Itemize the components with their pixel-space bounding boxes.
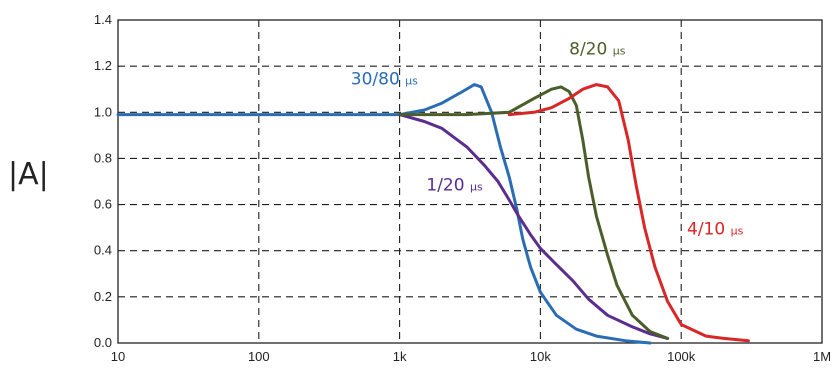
series-label-4-10: 4/10 μs	[687, 220, 744, 240]
grid	[118, 20, 822, 343]
y-tick-label: 0.0	[94, 335, 112, 350]
series-label-unit: μs	[470, 181, 483, 194]
y-tick-label: 1.0	[94, 104, 112, 119]
series-line-8-20	[398, 85, 670, 340]
series-line-30-80	[116, 83, 652, 345]
series-label-unit: μs	[731, 225, 744, 238]
x-tick-label: 10	[111, 349, 125, 364]
series-label-30-80: 30/80 μs	[351, 70, 418, 90]
plot-frame	[117, 19, 823, 344]
y-tick-label: 0.2	[94, 289, 112, 304]
y-tick-label: 1.4	[94, 12, 112, 27]
series-label-1-20: 1/20 μs	[426, 176, 483, 196]
y-tick-label: 0.8	[94, 150, 112, 165]
series-label-unit: μs	[405, 75, 418, 88]
series-label-text: 1/20	[426, 176, 470, 196]
series-line-1-20	[398, 113, 670, 340]
y-tick-label: 1.2	[94, 58, 112, 73]
series-label-unit: μs	[613, 45, 626, 58]
tick-labels: 10 100 1k 10k 100k 1M 0.0 0.2 0.4 0.6 0.8 1.0 1.2 1.4	[94, 12, 831, 364]
series-label-8-20: 8/20 μs	[569, 40, 626, 60]
series-annotations: 30/80 μs8/20 μs1/20 μs4/10 μs	[351, 40, 744, 240]
y-tick-label: 0.4	[94, 243, 112, 258]
x-tick-label: 100	[248, 349, 270, 364]
series-label-text: 30/80	[351, 70, 405, 90]
y-axis-label: |A|	[8, 157, 49, 192]
series-label-text: 8/20	[569, 40, 613, 60]
series-label-text: 4/10	[687, 220, 731, 240]
y-tick-label: 0.6	[94, 197, 112, 212]
series-group	[116, 83, 750, 345]
x-tick-label: 1M	[813, 349, 831, 364]
x-tick-label: 100k	[667, 349, 696, 364]
series-line-4-10	[507, 83, 750, 343]
x-tick-label: 1k	[393, 349, 407, 364]
x-tick-label: 10k	[530, 349, 551, 364]
